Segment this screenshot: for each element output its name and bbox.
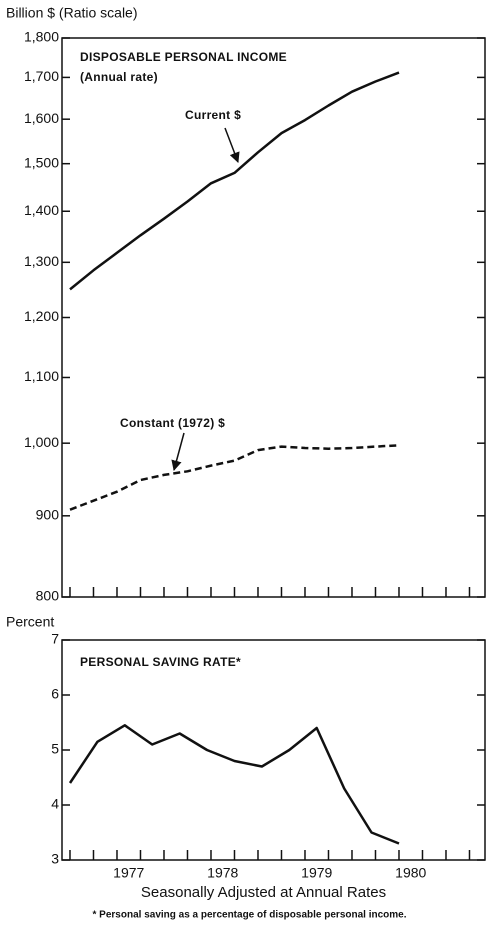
x-tick-label: 1977: [113, 865, 144, 881]
y-tick-label: 6: [51, 686, 59, 702]
annotation-arrow: [171, 432, 185, 472]
series-label: Current $: [185, 108, 241, 122]
y-tick-label: 1,400: [24, 202, 59, 218]
y-tick-label: 1,800: [24, 29, 59, 45]
series-line: [69, 444, 400, 511]
plot-frame: [61, 639, 486, 861]
y-tick-label: 1,600: [24, 110, 59, 126]
x-tick-label: 1980: [395, 865, 426, 881]
y-tick-label: 1,500: [24, 154, 59, 170]
x-tick-label: 1979: [301, 865, 332, 881]
y-tick-label: 7: [51, 631, 59, 647]
y-tick-label: 5: [51, 741, 59, 757]
x-axis-title: Seasonally Adjusted at Annual Rates: [141, 884, 386, 901]
y-tick-label: 800: [36, 588, 60, 604]
footnote: * Personal saving as a percentage of dis…: [93, 910, 407, 921]
y-tick-label: 1,100: [24, 368, 59, 384]
y-tick-label: 1,700: [24, 68, 59, 84]
y-tick-label: 3: [51, 851, 59, 867]
x-tick-label: 1978: [207, 865, 238, 881]
panel-title: DISPOSABLE PERSONAL INCOME: [80, 50, 287, 64]
y-axis-title: Billion $ (Ratio scale): [6, 5, 138, 21]
y-tick-label: 1,200: [24, 308, 59, 324]
plot-frame: [61, 37, 486, 598]
y-tick-label: 4: [51, 796, 59, 812]
series-label: Constant (1972) $: [120, 416, 225, 430]
y-tick-label: 1,300: [24, 253, 59, 269]
series-line: [69, 71, 400, 291]
y-tick-label: 1,000: [24, 434, 59, 450]
y-tick-label: 900: [36, 507, 60, 523]
y-axis-title: Percent: [6, 614, 54, 630]
series-line: [68, 724, 400, 845]
annotation-arrow: [224, 127, 240, 163]
panel-subtitle: (Annual rate): [80, 70, 158, 84]
panel-title: PERSONAL SAVING RATE*: [80, 655, 241, 669]
